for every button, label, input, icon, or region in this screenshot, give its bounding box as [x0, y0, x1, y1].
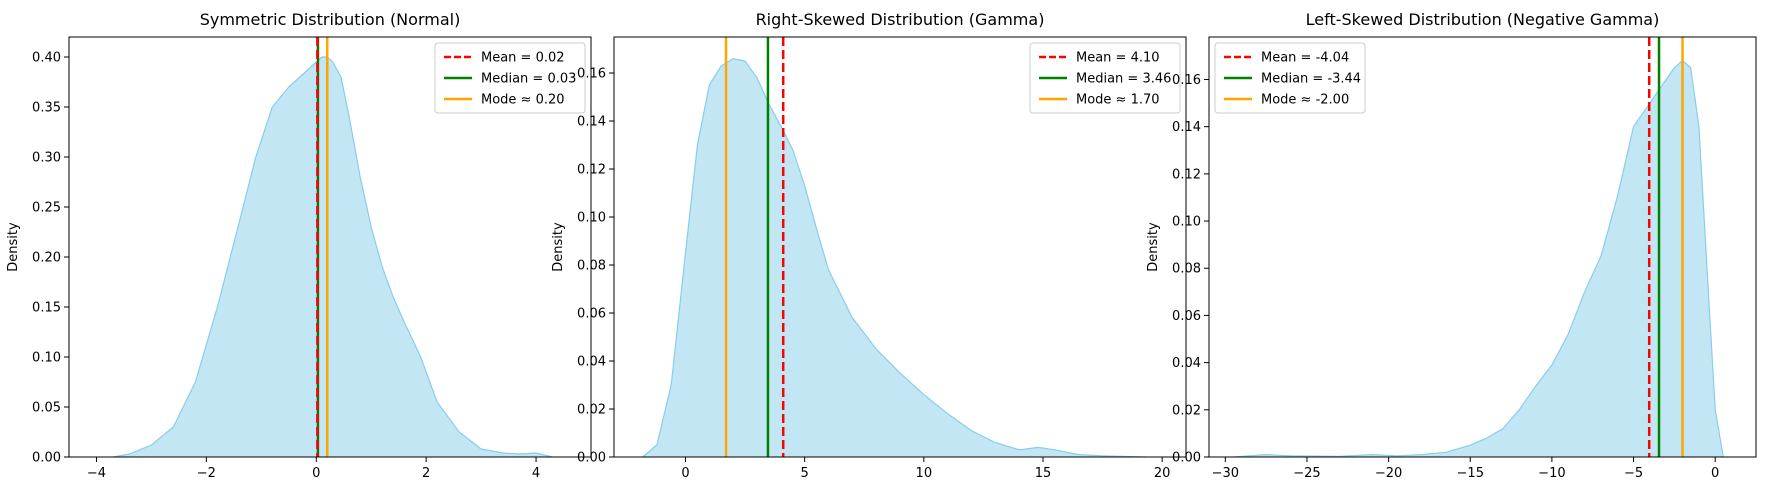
legend: Mean = -4.04 Median = -3.44 Mode ≈ -2.00 — [1214, 42, 1366, 114]
legend-label: Median = -3.44 — [1261, 72, 1361, 87]
density-area — [642, 58, 1146, 457]
density-area — [1233, 60, 1724, 457]
legend-label: Mean = 0.02 — [481, 51, 565, 66]
legend-label: Mean = -4.04 — [1261, 51, 1349, 66]
axes-frame — [68, 36, 592, 458]
chart-panel-1: −4 −2 0 2 4 0.00 0.05 0.10 0.15 0.20 0.25 0.30 0.35 0… — [6, 10, 592, 481]
legend-box — [1029, 42, 1181, 114]
legend-label: Mode ≈ 0.20 — [481, 93, 565, 108]
density-area — [113, 57, 553, 457]
y-tick-label: 0.02 — [577, 403, 606, 418]
x-tick-label: −2 — [197, 466, 216, 481]
y-tick-label: 0.16 — [1172, 73, 1201, 88]
density-curve — [112, 56, 553, 458]
x-tick-label: −10 — [1538, 466, 1565, 481]
legend-label: Mean = 4.10 — [1076, 51, 1160, 66]
x-tick-label: 5 — [801, 466, 809, 481]
y-tick-label: 0.06 — [1172, 309, 1201, 324]
y-axis-label: Density — [551, 222, 566, 272]
chart-title: Left-Skewed Distribution (Negative Gamma… — [1306, 10, 1660, 29]
y-tick-label: 0.00 — [577, 451, 606, 466]
x-tick-label: −5 — [1624, 466, 1643, 481]
y-tick-label: 0.20 — [32, 251, 61, 266]
y-tick-label: 0.12 — [577, 163, 606, 178]
chart-panel-2: 0 5 10 15 20 0.00 0.02 0.04 0.06 0.08 0.10 0.12 0.14… — [551, 10, 1187, 481]
y-tick-label: 0.02 — [1172, 403, 1201, 418]
legend-box — [1214, 42, 1366, 114]
legend-box — [434, 42, 586, 114]
legend-label: Median = 0.03 — [481, 72, 576, 87]
y-tick-label: 0.08 — [577, 259, 606, 274]
legend-label: Mode ≈ -2.00 — [1261, 93, 1349, 108]
x-tick-label: −25 — [1293, 466, 1320, 481]
legend-label: Median = 3.46 — [1076, 72, 1171, 87]
y-tick-label: 0.12 — [1172, 167, 1201, 182]
y-tick-label: 0.04 — [577, 355, 606, 370]
x-tick-label: −30 — [1212, 466, 1239, 481]
y-tick-label: 0.15 — [32, 301, 61, 316]
y-axis-label: Density — [1146, 222, 1161, 272]
chart-title: Right-Skewed Distribution (Gamma) — [756, 10, 1045, 29]
y-tick-label: 0.10 — [32, 351, 61, 366]
x-tick-label: −15 — [1457, 466, 1484, 481]
axes-frame — [613, 36, 1187, 458]
y-tick-label: 0.16 — [577, 67, 606, 82]
chart-panel-3: −30 −25 −20 −15 −10 −5 0 0.00 0.02 0.04 0.06 0.08 0.… — [1146, 10, 1757, 481]
y-tick-label: 0.06 — [577, 307, 606, 322]
x-tick-label: 0 — [681, 466, 689, 481]
y-tick-label: 0.10 — [1172, 215, 1201, 230]
y-tick-label: 0.10 — [577, 211, 606, 226]
y-tick-label: 0.00 — [1172, 451, 1201, 466]
x-tick-label: 15 — [1035, 466, 1052, 481]
legend: Mean = 0.02 Median = 0.03 Mode ≈ 0.20 — [434, 42, 586, 114]
chart-title: Symmetric Distribution (Normal) — [200, 10, 461, 29]
legend-label: Mode ≈ 1.70 — [1076, 93, 1160, 108]
x-tick-label: 10 — [916, 466, 933, 481]
y-axis-label: Density — [6, 222, 21, 272]
y-tick-label: 0.30 — [32, 151, 61, 166]
x-tick-label: 4 — [532, 466, 540, 481]
y-tick-label: 0.04 — [1172, 356, 1201, 371]
x-tick-label: 0 — [1711, 466, 1719, 481]
y-tick-label: 0.08 — [1172, 262, 1201, 277]
x-tick-label: 0 — [312, 466, 320, 481]
y-tick-label: 0.14 — [577, 115, 606, 130]
y-tick-label: 0.40 — [32, 51, 61, 66]
y-tick-label: 0.00 — [32, 451, 61, 466]
x-tick-label: 20 — [1154, 466, 1171, 481]
density-curve — [642, 57, 1146, 458]
y-tick-label: 0.05 — [32, 401, 61, 416]
x-tick-label: −4 — [87, 466, 106, 481]
axes-frame — [1208, 36, 1757, 458]
y-tick-label: 0.25 — [32, 201, 61, 216]
y-tick-label: 0.14 — [1172, 120, 1201, 135]
legend: Mean = 4.10 Median = 3.46 Mode ≈ 1.70 — [1029, 42, 1181, 114]
y-tick-label: 0.35 — [32, 101, 61, 116]
x-tick-label: 2 — [422, 466, 430, 481]
x-tick-label: −20 — [1375, 466, 1402, 481]
